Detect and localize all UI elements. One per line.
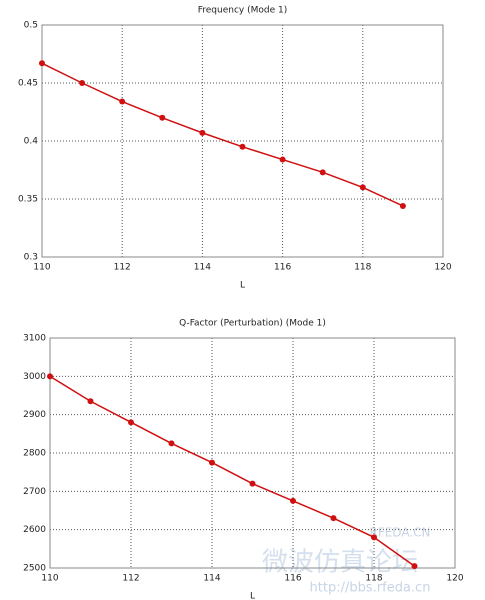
y-tick-label: 2900 xyxy=(23,410,46,420)
data-point xyxy=(319,169,326,176)
chart-title: Frequency (Mode 1) xyxy=(198,6,288,16)
y-tick-label: 3100 xyxy=(23,334,46,344)
x-tick-label: 120 xyxy=(434,263,451,273)
data-point xyxy=(239,143,246,150)
watermark-url: http://bbs.rfeda.cn xyxy=(310,581,431,596)
plot-frame xyxy=(41,24,444,258)
y-tick-label: 0.5 xyxy=(24,21,38,31)
plot-frame xyxy=(49,337,456,569)
x-tick-label: 118 xyxy=(365,574,382,584)
watermark-site: RFEDA.CN xyxy=(369,526,430,540)
data-point xyxy=(199,129,206,136)
data-point xyxy=(290,497,296,504)
data-point xyxy=(119,98,126,105)
data-point xyxy=(249,480,256,487)
data-point xyxy=(87,398,94,405)
y-tick-label: 0.3 xyxy=(24,253,38,263)
y-tick-label: 0.4 xyxy=(24,137,39,147)
data-point xyxy=(330,515,337,522)
x-tick-label: 110 xyxy=(33,263,50,273)
x-tick-label: 114 xyxy=(194,263,211,273)
data-line xyxy=(41,62,404,207)
x-tick-label: 112 xyxy=(122,574,139,584)
y-tick-label: 2500 xyxy=(23,564,46,574)
x-tick-label: 116 xyxy=(274,263,291,273)
x-tick-label: 114 xyxy=(203,574,220,584)
y-tick-label: 2700 xyxy=(23,487,46,497)
data-point xyxy=(411,563,418,570)
x-tick-label: 116 xyxy=(284,574,301,584)
data-point xyxy=(359,184,366,191)
y-tick-label: 0.35 xyxy=(18,195,38,205)
data-point xyxy=(128,419,134,426)
data-point xyxy=(279,156,286,163)
y-tick-label: 2800 xyxy=(23,449,46,459)
x-tick-label: 112 xyxy=(114,263,131,273)
data-point xyxy=(159,114,166,121)
x-tick-label: 110 xyxy=(41,574,58,584)
watermark-name: 微波仿真论坛 xyxy=(262,548,418,578)
data-point xyxy=(168,440,175,447)
data-point xyxy=(209,459,215,466)
x-axis-label: L xyxy=(250,592,255,600)
y-tick-label: 2600 xyxy=(23,525,46,535)
y-tick-label: 3000 xyxy=(23,372,46,382)
data-point xyxy=(399,202,406,209)
x-axis-label: L xyxy=(240,281,245,291)
x-tick-label: 120 xyxy=(446,574,463,584)
data-point xyxy=(371,534,377,541)
data-line xyxy=(49,375,415,567)
y-tick-label: 0.45 xyxy=(18,79,38,89)
data-point xyxy=(47,373,53,380)
chart-title: Q-Factor (Perturbation) (Mode 1) xyxy=(179,319,326,329)
x-tick-label: 118 xyxy=(354,263,371,273)
data-point xyxy=(79,80,86,86)
data-point xyxy=(39,60,45,67)
